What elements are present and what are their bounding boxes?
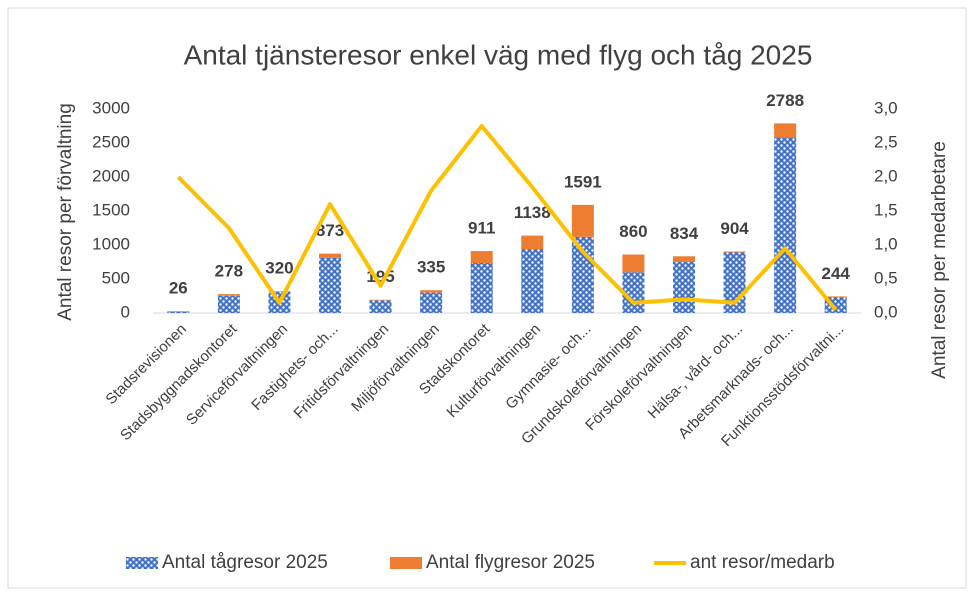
y-tick-label: 0	[121, 302, 130, 321]
bar-segment	[471, 263, 493, 313]
y-tick-label: 2500	[92, 132, 130, 151]
total-label: 911	[468, 219, 495, 238]
bar-segment	[572, 205, 594, 237]
bar-segment	[572, 237, 594, 313]
y2-tick-label: 1,0	[874, 234, 898, 253]
bar-segment	[521, 249, 543, 313]
bar-segment	[825, 296, 847, 297]
y2-axis-title: Antal resor per medarbetare	[929, 141, 950, 379]
y-tick-label: 1000	[92, 234, 130, 253]
total-label: 278	[215, 262, 243, 281]
legend-label: ant resor/medarb	[690, 552, 835, 573]
y-tick-label: 500	[102, 268, 130, 287]
bar-segment	[724, 252, 746, 253]
y-tick-label: 3000	[92, 98, 130, 117]
bar-segment	[774, 123, 796, 137]
total-label: 320	[265, 259, 293, 278]
legend-swatch	[390, 557, 422, 569]
bar-segment	[471, 251, 493, 263]
total-label: 904	[720, 219, 749, 238]
bar-segment	[673, 262, 695, 313]
y2-tick-label: 1,5	[874, 200, 898, 219]
y2-tick-label: 0,0	[874, 302, 898, 321]
total-label: 834	[670, 224, 699, 243]
y2-tick-label: 3,0	[874, 98, 898, 117]
bar-segment	[774, 138, 796, 313]
bar-segment	[167, 312, 189, 313]
bar-segment	[370, 300, 392, 313]
bar-segment	[218, 294, 240, 296]
bar-segment	[420, 290, 442, 292]
bar-segment	[319, 258, 341, 313]
y2-tick-label: 2,5	[874, 132, 898, 151]
total-label: 2788	[766, 91, 804, 110]
y-axis-title: Antal resor per förvaltning	[55, 103, 76, 321]
total-label: 335	[417, 258, 445, 277]
bar-segment	[622, 255, 644, 273]
legend-label: Antal flygresor 2025	[426, 552, 595, 573]
total-label: 1591	[564, 172, 602, 191]
y2-tick-label: 2,0	[874, 166, 898, 185]
bar-segment	[420, 293, 442, 313]
total-label: 26	[169, 279, 188, 298]
y2-tick-label: 0,5	[874, 268, 898, 287]
y-tick-label: 1500	[92, 200, 130, 219]
legend-swatch	[126, 557, 158, 569]
chart-title: Antal tjänsteresor enkel väg med flyg oc…	[184, 39, 813, 70]
bar-segment	[521, 236, 543, 249]
total-label: 860	[619, 222, 647, 241]
y-tick-label: 2000	[92, 166, 130, 185]
bar-segment	[218, 296, 240, 313]
bar-segment	[370, 300, 392, 301]
total-label: 244	[822, 264, 851, 283]
bar-segment	[319, 254, 341, 258]
legend-label: Antal tågresor 2025	[162, 552, 328, 573]
bar-segment	[673, 256, 695, 262]
